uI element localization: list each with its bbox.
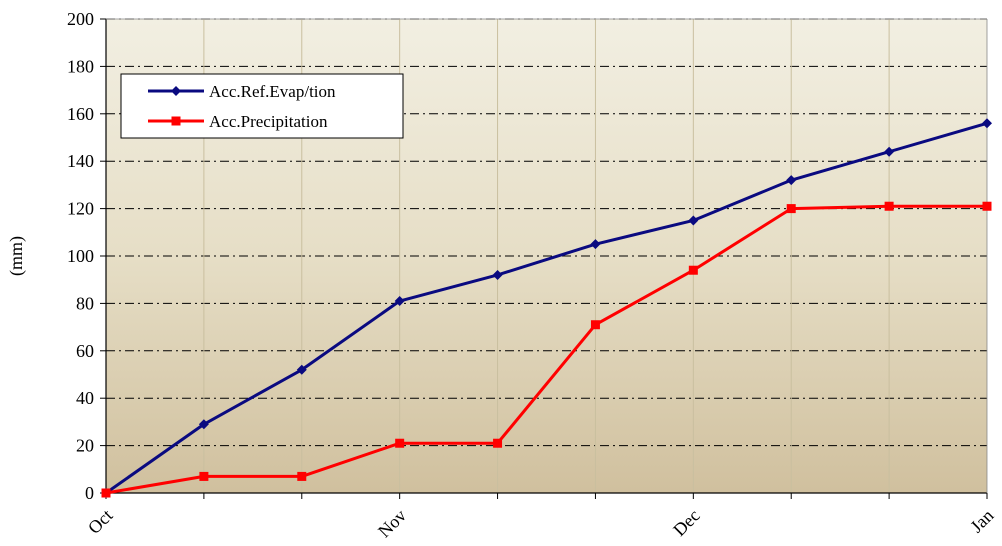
data-point: [786, 204, 796, 214]
data-point: [492, 269, 503, 280]
x-tick-label: Oct: [84, 505, 117, 538]
y-axis-tick-labels: 0 20 40 60 80 100 120 140 160 180 200: [67, 9, 94, 503]
series-line: [105, 204, 987, 495]
data-point: [884, 201, 894, 211]
y-tick-label: 160: [67, 104, 94, 124]
legend-item: Acc.Ref.Evap/tion: [148, 82, 336, 101]
axes: [100, 18, 988, 499]
data-point: [199, 471, 209, 481]
data-point: [171, 86, 181, 96]
data-point: [590, 320, 600, 330]
data-point: [394, 296, 405, 307]
y-tick-label: 200: [67, 9, 94, 29]
y-tick-label: 100: [67, 246, 94, 266]
data-point: [786, 175, 797, 186]
data-point: [296, 364, 307, 375]
data-point: [198, 419, 209, 430]
y-axis-title: (mm): [6, 236, 27, 276]
x-tick-label: Jan: [966, 505, 997, 536]
y-tick-label: 0: [85, 483, 94, 503]
legend: Acc.Ref.Evap/tion Acc.Precipitation: [120, 73, 404, 139]
x-tick-label: Nov: [374, 505, 410, 541]
series-group: [101, 118, 992, 498]
y-tick-label: 80: [76, 293, 94, 313]
y-tick-label: 40: [76, 388, 94, 408]
data-point: [297, 471, 307, 481]
series-2: [101, 201, 992, 498]
y-tick-label: 120: [67, 199, 94, 219]
data-point: [884, 146, 895, 157]
series-line: [105, 121, 988, 495]
data-point: [590, 239, 601, 250]
legend-item: Acc.Precipitation: [148, 112, 328, 131]
gridlines: [106, 18, 987, 493]
x-axis-tick-labels: Oct Nov Dec Jan: [84, 505, 998, 541]
data-point: [688, 215, 699, 226]
data-point: [171, 116, 181, 126]
data-point: [395, 438, 405, 448]
y-tick-label: 60: [76, 341, 94, 361]
data-point: [493, 438, 503, 448]
legend-label: Acc.Ref.Evap/tion: [209, 82, 336, 101]
y-tick-label: 140: [67, 151, 94, 171]
data-point: [101, 488, 111, 498]
x-tick-label: Dec: [669, 505, 704, 540]
data-point: [982, 118, 992, 129]
data-point: [982, 201, 992, 211]
y-tick-label: 20: [76, 436, 94, 456]
y-tick-label: 180: [67, 56, 94, 76]
legend-box: [120, 73, 404, 139]
data-point: [688, 265, 698, 275]
legend-label: Acc.Precipitation: [209, 112, 328, 131]
